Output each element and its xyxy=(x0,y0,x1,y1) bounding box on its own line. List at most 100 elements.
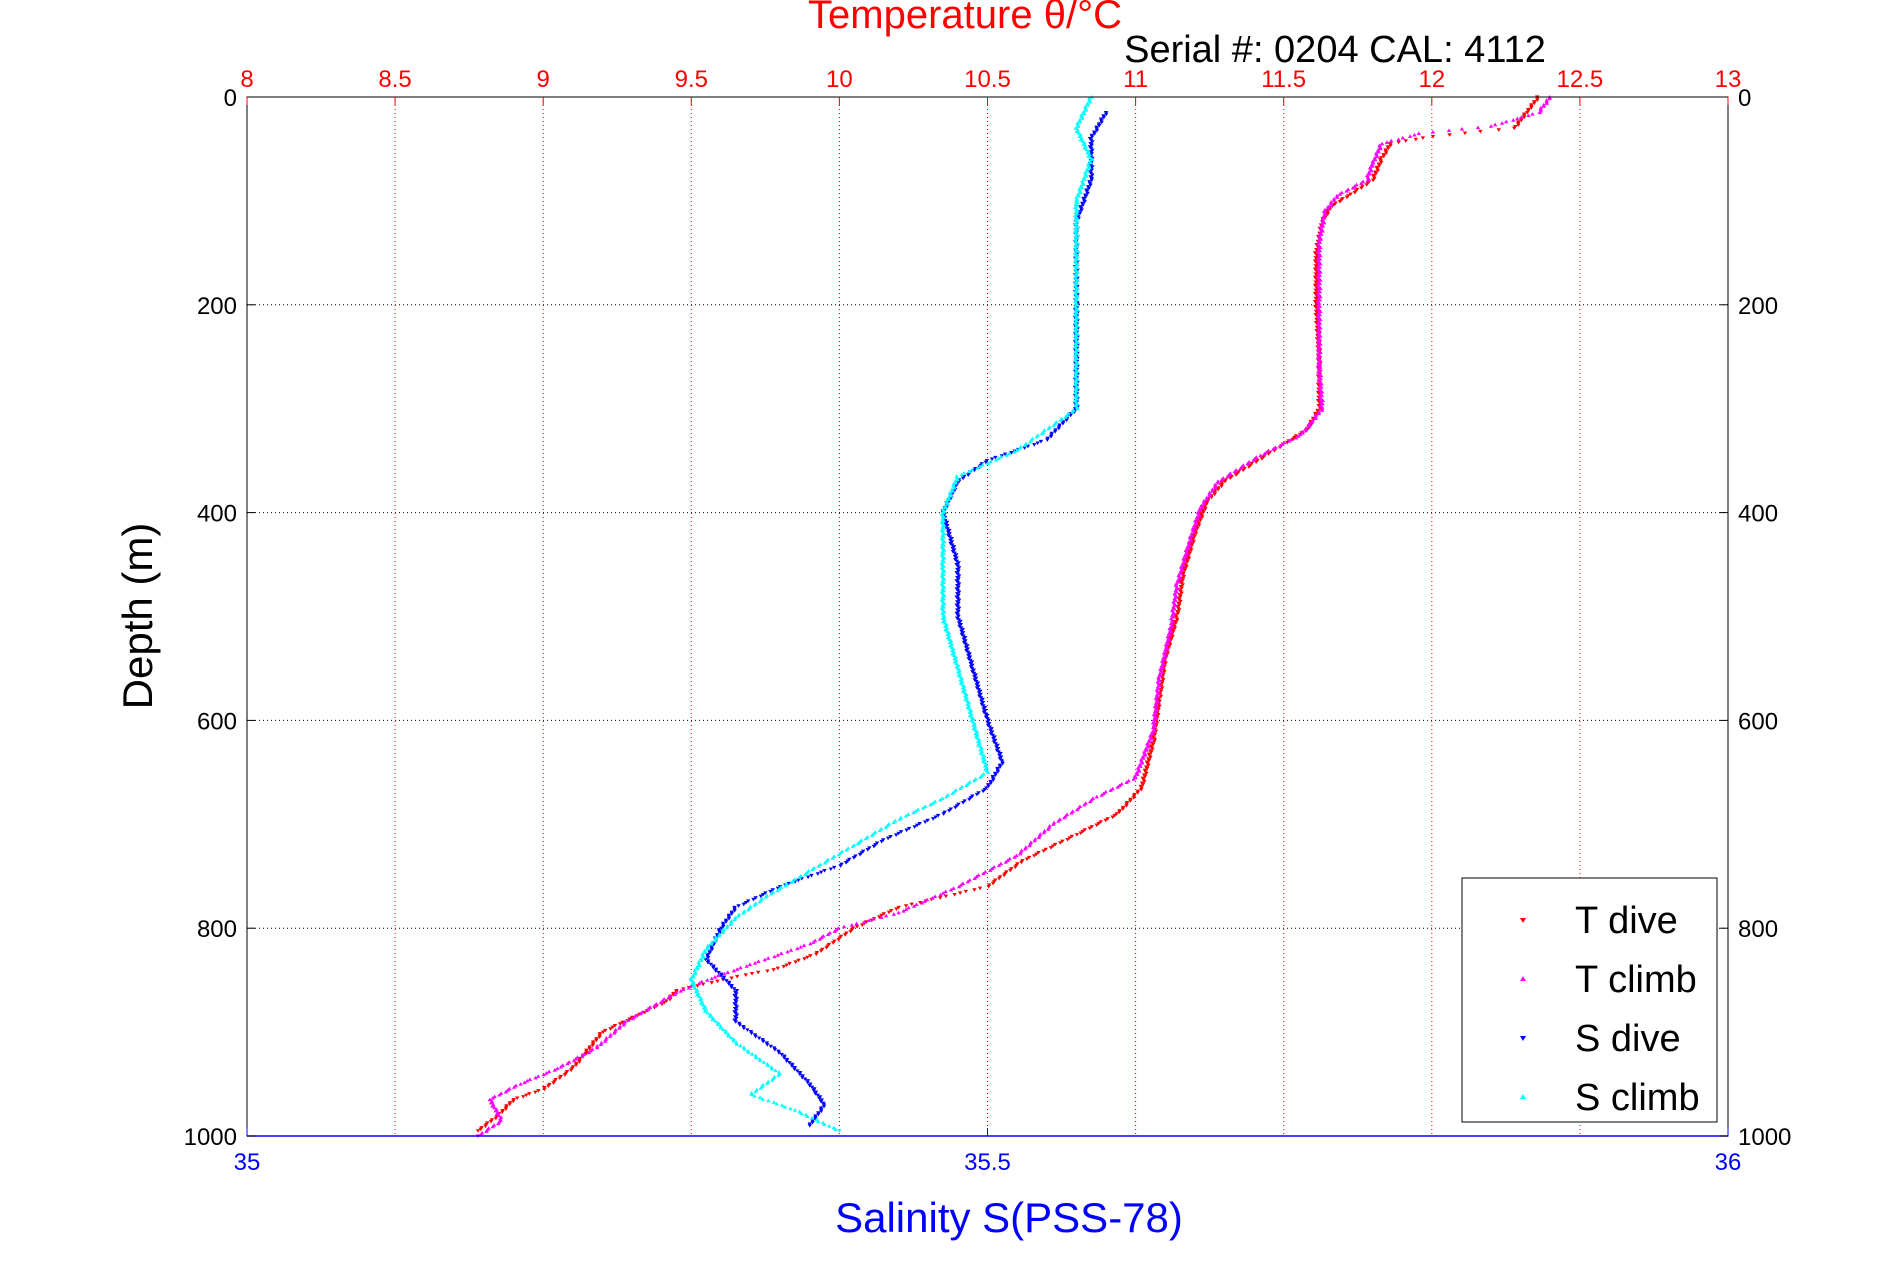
data-point xyxy=(1051,423,1057,427)
data-point xyxy=(607,1034,613,1038)
data-point xyxy=(782,1104,788,1109)
data-point xyxy=(1128,799,1133,803)
data-point xyxy=(1315,363,1321,368)
data-point xyxy=(1154,702,1160,707)
data-point xyxy=(533,1090,538,1095)
data-point xyxy=(729,919,734,923)
data-point xyxy=(788,948,794,952)
data-point xyxy=(521,1095,526,1099)
data-point xyxy=(1046,426,1051,431)
data-point xyxy=(1074,257,1080,261)
data-point xyxy=(932,799,938,804)
data-point xyxy=(1280,442,1285,446)
data-point xyxy=(1075,224,1080,229)
data-point xyxy=(721,927,726,931)
data-point xyxy=(1278,443,1283,448)
data-point xyxy=(1219,477,1224,482)
data-point xyxy=(713,1019,718,1023)
data-point xyxy=(1325,212,1331,216)
data-point xyxy=(958,786,963,791)
data-point xyxy=(1163,649,1169,653)
data-point xyxy=(1041,849,1046,853)
data-point xyxy=(1215,481,1221,485)
data-point xyxy=(558,1064,564,1069)
data-point xyxy=(1075,307,1080,312)
data-point xyxy=(1144,771,1149,776)
data-point xyxy=(1082,177,1087,181)
data-point xyxy=(1403,139,1408,143)
data-point xyxy=(1407,134,1413,138)
data-point xyxy=(1081,109,1086,114)
data-point xyxy=(716,933,722,938)
data-point xyxy=(690,973,696,977)
data-point xyxy=(716,970,721,975)
data-point xyxy=(1251,458,1256,462)
data-point xyxy=(1046,827,1051,831)
data-point xyxy=(1522,115,1527,120)
data-point xyxy=(911,810,916,815)
data-point xyxy=(1519,118,1524,123)
data-point xyxy=(1013,865,1018,870)
data-point xyxy=(942,515,947,520)
data-point xyxy=(998,454,1004,459)
data-point xyxy=(1530,112,1535,116)
data-point xyxy=(712,975,718,979)
temperature-tick-label: 11.5 xyxy=(1261,66,1306,93)
data-point xyxy=(503,1107,509,1111)
data-point xyxy=(1124,804,1129,808)
data-point xyxy=(811,940,816,944)
data-point xyxy=(768,1044,774,1049)
data-point xyxy=(724,979,729,983)
data-point xyxy=(712,938,718,943)
data-point xyxy=(586,1050,592,1055)
data-point xyxy=(1317,304,1323,309)
data-point xyxy=(1194,521,1199,526)
data-point xyxy=(1135,791,1140,795)
data-point xyxy=(1185,551,1190,556)
data-point xyxy=(1087,98,1092,102)
data-point xyxy=(774,1101,779,1106)
data-point xyxy=(850,844,855,849)
data-point xyxy=(1060,421,1066,426)
data-point xyxy=(941,510,946,515)
data-point xyxy=(967,469,972,473)
data-point xyxy=(735,914,741,918)
data-point xyxy=(952,893,957,897)
data-point xyxy=(763,895,769,899)
data-point xyxy=(1074,343,1080,347)
data-point xyxy=(924,897,930,902)
data-point xyxy=(1075,315,1080,320)
data-point xyxy=(1081,182,1086,186)
data-point xyxy=(756,959,761,963)
data-point xyxy=(771,968,776,972)
data-point xyxy=(948,887,954,892)
data-point xyxy=(720,930,726,935)
data-point xyxy=(620,1020,625,1025)
data-point xyxy=(1158,673,1163,678)
data-point xyxy=(1318,286,1323,290)
data-point xyxy=(906,826,912,831)
data-point xyxy=(726,1032,731,1036)
data-point xyxy=(1085,150,1090,155)
data-point xyxy=(779,1052,784,1057)
data-point xyxy=(822,869,827,873)
data-point xyxy=(1167,637,1172,642)
data-point xyxy=(912,825,917,829)
data-point xyxy=(969,467,975,472)
data-point xyxy=(1334,195,1340,199)
data-point xyxy=(773,1068,778,1072)
data-point xyxy=(799,1111,804,1115)
data-point xyxy=(1162,657,1167,661)
data-point xyxy=(851,856,857,860)
data-point xyxy=(726,1033,731,1038)
data-point xyxy=(965,473,971,478)
data-point xyxy=(1169,623,1175,627)
data-point xyxy=(555,1066,560,1071)
data-point xyxy=(557,1076,562,1081)
data-point xyxy=(941,812,946,816)
data-point xyxy=(1384,151,1389,156)
data-point xyxy=(702,950,708,954)
data-point xyxy=(944,794,949,799)
data-point xyxy=(689,978,694,982)
data-point xyxy=(747,962,753,967)
